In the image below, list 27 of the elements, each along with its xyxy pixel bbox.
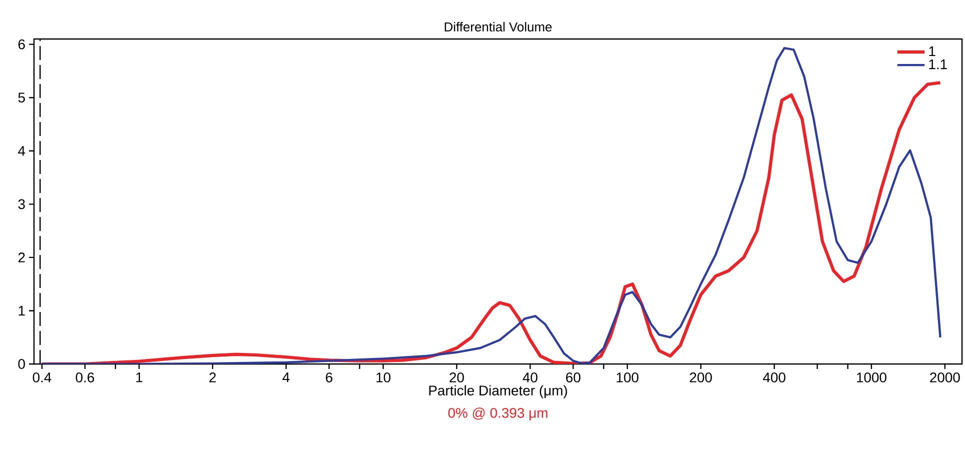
- x-tick-label: 0.4: [32, 372, 52, 382]
- y-tick-label: 4: [18, 146, 26, 156]
- legend-label: 1: [929, 46, 936, 56]
- y-tick-label: 3: [18, 199, 25, 210]
- x-tick-label: 2000: [930, 372, 960, 382]
- x-tick-label: 4: [282, 372, 290, 382]
- chart-title: Differential Volume: [444, 22, 552, 32]
- y-tick-label: 0: [18, 359, 25, 369]
- x-tick-label: 40: [522, 372, 538, 382]
- x-tick-label: 10: [376, 372, 390, 382]
- x-tick-label: 6: [326, 372, 332, 382]
- y-tick-label: 5: [18, 92, 25, 102]
- x-tick-label: 0.6: [76, 372, 94, 382]
- y-tick-label: 6: [18, 39, 25, 50]
- y-tick-label: 1: [18, 306, 25, 316]
- x-tick-label: 60: [566, 372, 580, 382]
- x-tick-label: 1000: [856, 372, 886, 382]
- legend-label: 1.1: [929, 60, 947, 70]
- x-tick-label: 20: [450, 372, 464, 382]
- x-tick-label: 200: [690, 372, 712, 382]
- x-tick-label: 100: [616, 372, 638, 382]
- text: 0% @ 0.393 μm: [448, 408, 548, 420]
- x-axis-title: Particle Diameter (μm): [429, 385, 568, 398]
- y-tick-label: 2: [18, 252, 25, 262]
- x-tick-label: 2: [209, 372, 216, 382]
- x-tick-label: 1: [136, 372, 142, 382]
- x-tick-label: 400: [762, 372, 786, 382]
